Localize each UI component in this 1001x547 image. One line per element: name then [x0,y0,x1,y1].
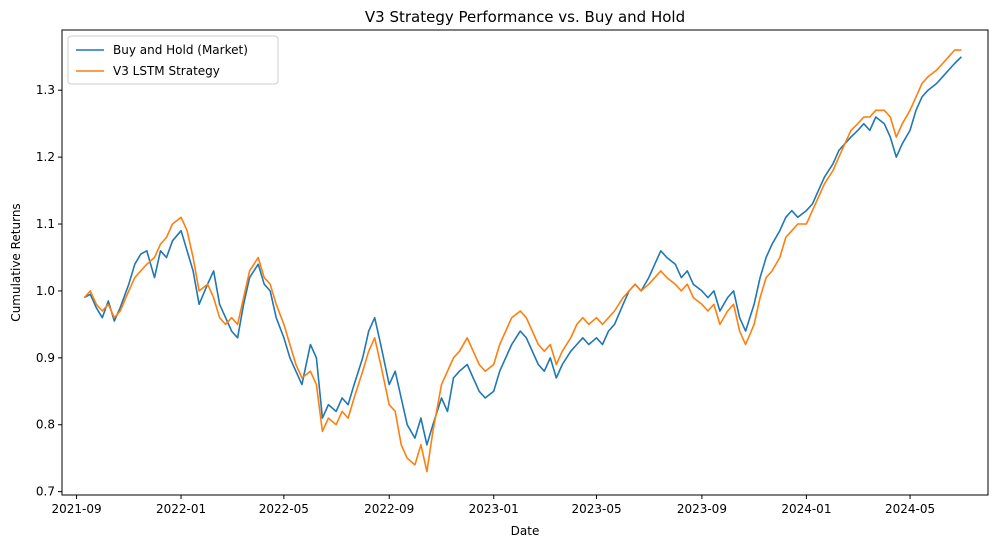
chart-title: V3 Strategy Performance vs. Buy and Hold [365,8,685,26]
y-tick-label: 1.3 [36,83,55,97]
plot-frame [61,29,989,496]
x-tick-label: 2024-05 [885,502,935,516]
x-axis-title: Date [511,524,540,538]
x-tick-label: 2023-05 [571,502,621,516]
y-tick-label: 1.0 [36,284,55,298]
y-tick-label: 0.7 [36,485,55,499]
x-tick-label: 2021-09 [51,502,101,516]
legend: Buy and Hold (Market) V3 LSTM Strategy [67,35,279,85]
y-axis-title: Cumulative Returns [9,203,23,321]
x-tick-label: 2022-01 [156,502,206,516]
series-line-1 [83,56,962,446]
series-layer [83,49,962,473]
y-tick-label: 0.8 [36,418,55,432]
x-axis: 2021-09 2022-01 2022-05 2022-09 2023-01 2023-… [51,495,935,516]
x-tick-label: 2022-05 [259,502,309,516]
y-tick-label: 1.1 [36,217,55,231]
legend-box [67,35,279,85]
x-tick-label: 2024-01 [781,502,831,516]
legend-label: Buy and Hold (Market) [113,43,248,57]
series-line-2 [83,49,962,473]
legend-label: V3 LSTM Strategy [113,64,220,78]
x-tick-label: 2022-09 [364,502,414,516]
y-axis: 0.7 0.8 0.9 1.0 1.1 1.2 1.3 [36,83,62,499]
x-tick-label: 2023-01 [469,502,519,516]
y-tick-label: 0.9 [36,351,55,365]
y-tick-label: 1.2 [36,150,55,164]
x-tick-label: 2023-09 [677,502,727,516]
